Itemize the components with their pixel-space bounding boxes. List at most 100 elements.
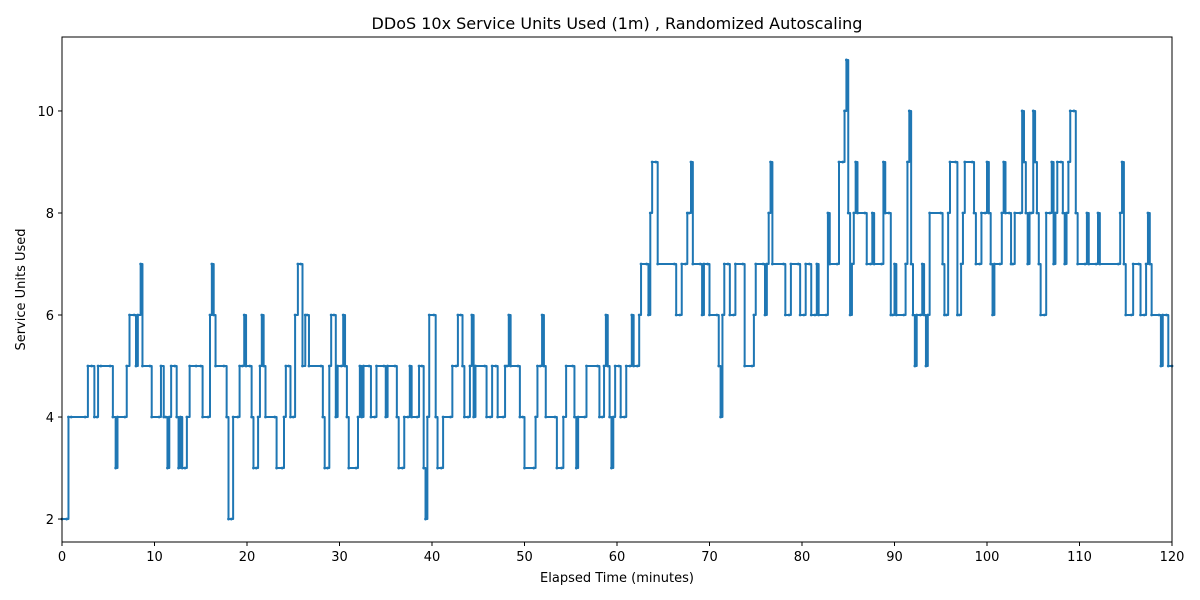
data-point bbox=[991, 313, 994, 317]
data-point bbox=[769, 160, 772, 164]
data-point bbox=[329, 313, 333, 317]
data-point bbox=[116, 415, 119, 419]
data-point bbox=[743, 364, 747, 368]
data-point bbox=[424, 517, 427, 521]
data-point bbox=[980, 211, 983, 215]
data-point bbox=[229, 517, 233, 521]
data-point bbox=[894, 313, 898, 317]
data-point bbox=[291, 415, 295, 419]
y-tick-label: 8 bbox=[46, 207, 54, 222]
data-point bbox=[928, 211, 932, 215]
data-point bbox=[765, 262, 769, 266]
data-point bbox=[114, 466, 118, 470]
data-point bbox=[783, 313, 787, 317]
data-point bbox=[907, 109, 911, 113]
data-point bbox=[1067, 160, 1070, 164]
data-point bbox=[1131, 262, 1135, 266]
data-point bbox=[998, 262, 1002, 266]
data-point bbox=[789, 262, 793, 266]
data-point bbox=[689, 160, 693, 164]
data-point bbox=[983, 211, 987, 215]
data-point bbox=[732, 313, 735, 317]
data-point bbox=[1139, 313, 1142, 317]
data-point bbox=[194, 364, 198, 368]
x-axis: 0 10 20 30 40 50 60 70 80 90 100 110 120 bbox=[58, 542, 1184, 565]
data-point bbox=[691, 262, 695, 266]
data-point bbox=[369, 415, 373, 419]
data-point bbox=[466, 415, 470, 419]
data-point bbox=[719, 415, 722, 419]
data-point bbox=[630, 313, 634, 317]
data-point bbox=[1137, 262, 1141, 266]
data-point bbox=[179, 415, 182, 419]
data-point bbox=[166, 466, 169, 470]
data-point bbox=[420, 364, 424, 368]
data-point bbox=[1035, 211, 1039, 215]
data-point bbox=[488, 415, 492, 419]
x-tick-label: 100 bbox=[975, 550, 1000, 565]
data-point bbox=[1044, 211, 1048, 215]
data-point bbox=[248, 364, 252, 368]
data-point bbox=[734, 262, 737, 266]
x-tick-label: 10 bbox=[146, 550, 163, 565]
data-point bbox=[573, 415, 576, 419]
data-point bbox=[169, 364, 173, 368]
data-point bbox=[954, 160, 957, 164]
data-point bbox=[1157, 313, 1161, 317]
data-point bbox=[474, 364, 477, 368]
chart-title: DDoS 10x Service Units Used (1m) , Rando… bbox=[372, 14, 863, 33]
data-point bbox=[354, 466, 358, 470]
data-point bbox=[67, 415, 70, 419]
data-point bbox=[702, 262, 706, 266]
data-point bbox=[648, 211, 652, 215]
data-point bbox=[83, 415, 87, 419]
data-point bbox=[1013, 211, 1017, 215]
data-point bbox=[893, 262, 896, 266]
data-point bbox=[212, 313, 216, 317]
data-point bbox=[553, 415, 557, 419]
data-point bbox=[741, 262, 745, 266]
data-point bbox=[494, 364, 498, 368]
data-point bbox=[386, 364, 389, 368]
data-point bbox=[728, 313, 732, 317]
data-point bbox=[252, 466, 255, 470]
data-point bbox=[850, 262, 854, 266]
data-point bbox=[183, 466, 187, 470]
data-point bbox=[1085, 211, 1089, 215]
data-point bbox=[1030, 211, 1033, 215]
data-point bbox=[360, 415, 364, 419]
data-point bbox=[815, 262, 819, 266]
data-point bbox=[201, 415, 205, 419]
data-point bbox=[449, 415, 452, 419]
data-point bbox=[336, 364, 340, 368]
data-point bbox=[69, 415, 73, 419]
data-point bbox=[108, 364, 112, 368]
data-point bbox=[242, 313, 246, 317]
data-point bbox=[180, 466, 184, 470]
data-point bbox=[86, 364, 90, 368]
data-point bbox=[750, 364, 754, 368]
data-point bbox=[798, 313, 802, 317]
data-point bbox=[343, 364, 347, 368]
data-point bbox=[490, 364, 494, 368]
data-point bbox=[828, 262, 832, 266]
data-point bbox=[1055, 160, 1059, 164]
data-point bbox=[796, 262, 800, 266]
data-point bbox=[332, 313, 336, 317]
data-point bbox=[1074, 211, 1078, 215]
data-point bbox=[485, 415, 488, 419]
data-point bbox=[645, 262, 648, 266]
data-point bbox=[970, 160, 974, 164]
data-point bbox=[1122, 262, 1126, 266]
data-point bbox=[852, 211, 856, 215]
data-point bbox=[598, 415, 601, 419]
data-point bbox=[395, 415, 399, 419]
data-point bbox=[362, 364, 365, 368]
data-point bbox=[1065, 211, 1068, 215]
data-point bbox=[1159, 364, 1163, 368]
data-point bbox=[1068, 109, 1072, 113]
data-point bbox=[865, 262, 869, 266]
data-point bbox=[301, 364, 304, 368]
data-point bbox=[835, 262, 839, 266]
